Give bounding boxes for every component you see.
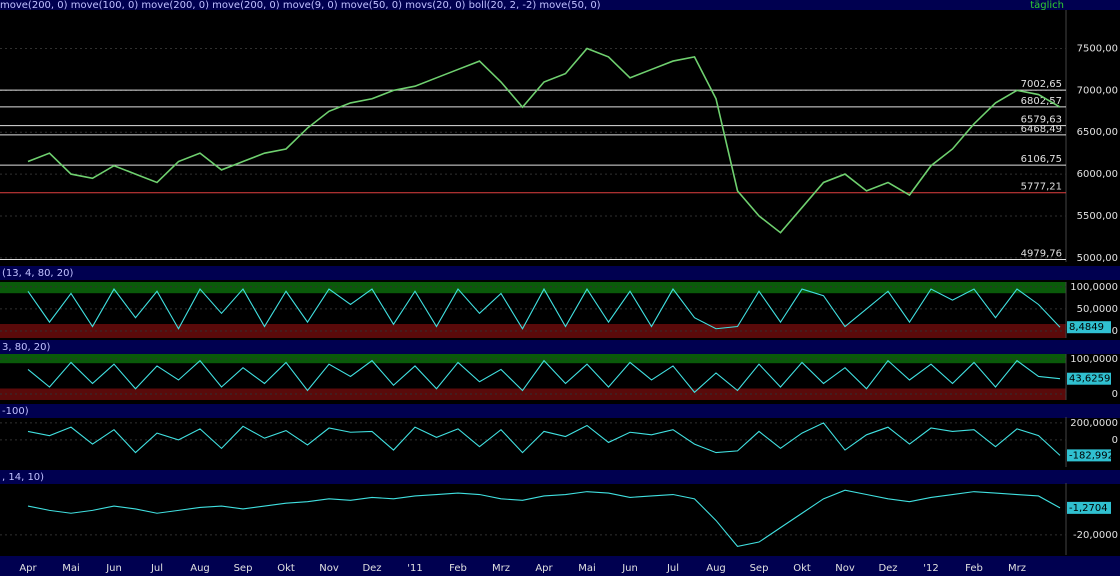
y-tick-label: -20,0000 — [1073, 530, 1118, 541]
y-tick-label: 100,0000 — [1070, 282, 1118, 293]
time-axis — [0, 556, 1120, 576]
level-label: 7002,65 — [1021, 79, 1062, 90]
period[interactable]: täglich — [1030, 0, 1064, 11]
x-tick-label: Mai — [578, 563, 596, 574]
x-tick-label: Mrz — [1008, 563, 1026, 574]
level-label: 6579,63 — [1021, 115, 1062, 126]
y-tick-label: 7500,00 — [1077, 44, 1118, 55]
x-tick-label: Jun — [105, 563, 122, 574]
y-tick-label: 6500,00 — [1077, 127, 1118, 138]
y-tick-label: 0 — [1112, 435, 1118, 446]
series-line — [27, 489, 1061, 547]
y-tick-label: 200,0000 — [1070, 418, 1118, 429]
x-tick-label: Aug — [706, 563, 726, 574]
last-value-box — [1067, 372, 1111, 385]
oversold-zone — [0, 324, 1066, 338]
panel-title: 3, 80, 20) — [2, 342, 51, 353]
panel-header — [0, 470, 1120, 484]
x-tick-label: Okt — [793, 563, 811, 574]
x-tick-label: Jul — [666, 563, 679, 574]
panel-title: -100) — [2, 406, 29, 417]
series-line — [27, 47, 1061, 234]
y-tick-label: 100,0000 — [1070, 354, 1118, 365]
level-label: 5777,21 — [1021, 182, 1062, 193]
y-tick-label: 5000,00 — [1077, 253, 1118, 264]
x-tick-label: '11 — [407, 563, 422, 574]
x-tick-label: Feb — [449, 563, 467, 574]
indicator-list: move(200, 0) move(100, 0) move(200, 0) m… — [0, 0, 601, 11]
x-tick-label: Jun — [621, 563, 638, 574]
last-value-box — [1067, 449, 1111, 462]
overbought-zone — [0, 282, 1066, 294]
series-line — [27, 359, 1061, 394]
y-tick-label: 5500,00 — [1077, 211, 1118, 222]
x-tick-label: Mrz — [492, 563, 510, 574]
series-line — [27, 422, 1061, 456]
last-value-box — [1067, 501, 1111, 514]
x-tick-label: Feb — [965, 563, 983, 574]
last-value-label: -1,2704 — [1069, 503, 1108, 514]
x-tick-label: Aug — [190, 563, 210, 574]
last-value-label: 8,4849 — [1069, 322, 1104, 333]
last-value-label: -182,9922 — [1069, 450, 1120, 461]
panel-header — [0, 404, 1120, 418]
level-label: 6468,49 — [1021, 124, 1062, 135]
x-tick-label: '12 — [923, 563, 938, 574]
x-tick-label: Mai — [62, 563, 80, 574]
panel-title: , 14, 10) — [2, 472, 44, 483]
y-tick-label: 6000,00 — [1077, 169, 1118, 180]
x-tick-label: Jul — [150, 563, 163, 574]
x-tick-label: Nov — [835, 563, 855, 574]
last-value-label: 43,6259 — [1069, 374, 1110, 385]
level-label: 4979,76 — [1021, 249, 1062, 260]
y-tick-label: 7000,00 — [1077, 85, 1118, 96]
x-tick-label: Okt — [277, 563, 295, 574]
x-tick-label: Apr — [535, 563, 553, 574]
level-label: 6802,57 — [1021, 96, 1062, 107]
series-line — [27, 287, 1061, 330]
level-label: 6106,75 — [1021, 154, 1062, 165]
y-tick-label: 0 — [1112, 389, 1118, 400]
panel-header — [0, 340, 1120, 354]
oversold-zone — [0, 388, 1066, 400]
x-tick-label: Sep — [234, 563, 253, 574]
header-strip — [0, 0, 1120, 10]
y-tick-label: 0 — [1112, 326, 1118, 337]
x-tick-label: Apr — [19, 563, 37, 574]
panel-header — [0, 266, 1120, 280]
x-tick-label: Nov — [319, 563, 339, 574]
x-tick-label: Sep — [750, 563, 769, 574]
last-value-box — [1067, 321, 1111, 334]
x-tick-label: Dez — [878, 563, 897, 574]
overbought-zone — [0, 354, 1066, 364]
y-tick-label: 50,0000 — [1077, 304, 1118, 315]
panel-title: (13, 4, 80, 20) — [2, 268, 74, 279]
x-tick-label: Dez — [362, 563, 381, 574]
